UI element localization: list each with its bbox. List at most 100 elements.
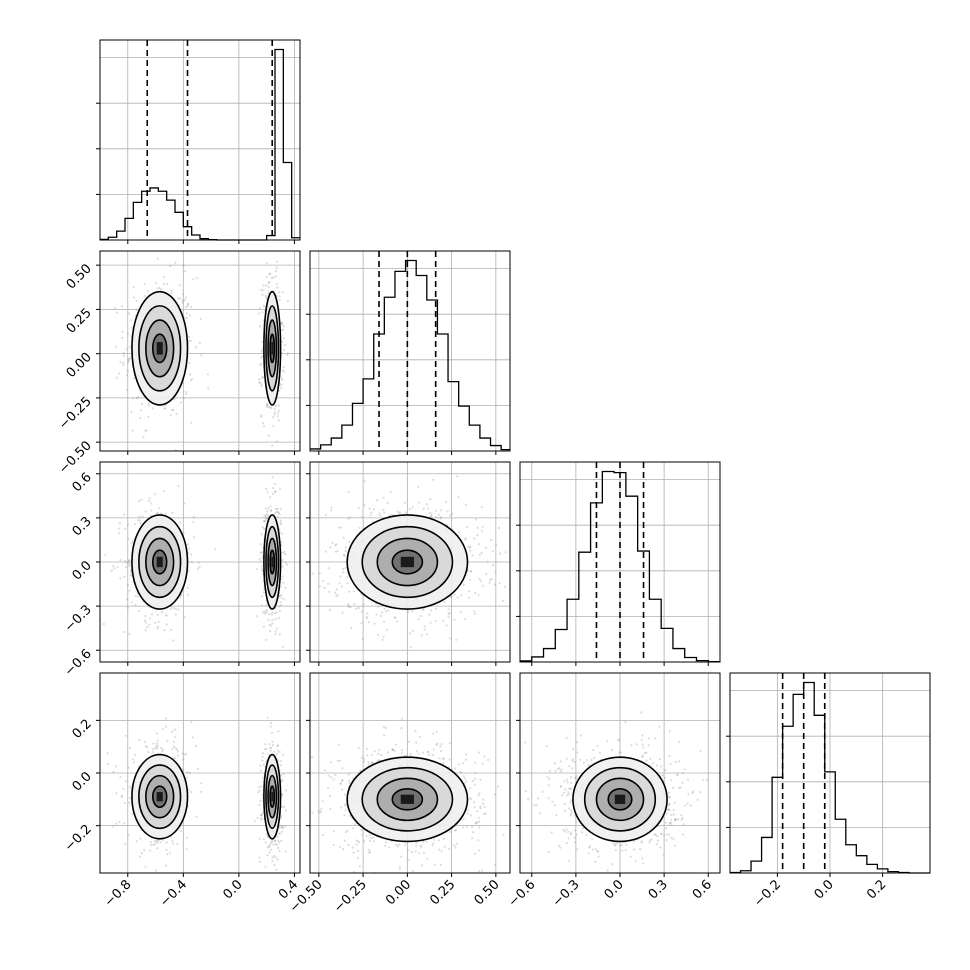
scatter-point bbox=[664, 769, 667, 772]
scatter-point bbox=[171, 511, 174, 514]
scatter-point bbox=[656, 839, 660, 842]
scatter-point bbox=[387, 751, 390, 754]
scatter-point bbox=[474, 591, 477, 595]
scatter-point bbox=[106, 752, 109, 755]
scatter-point bbox=[466, 825, 469, 828]
scatter-point bbox=[269, 272, 272, 275]
scatter-point bbox=[115, 765, 118, 768]
scatter-point bbox=[156, 841, 159, 844]
scatter-point bbox=[121, 336, 124, 339]
scatter-point bbox=[338, 582, 341, 585]
scatter-point bbox=[255, 615, 258, 618]
scatter-point bbox=[163, 629, 166, 632]
scatter-point bbox=[422, 608, 425, 611]
scatter-point bbox=[164, 512, 167, 515]
scatter-point bbox=[156, 257, 159, 260]
scatter-point bbox=[432, 478, 435, 481]
scatter-point bbox=[152, 742, 155, 745]
scatter-point bbox=[174, 728, 177, 731]
scatter-point bbox=[435, 743, 438, 746]
scatter-point bbox=[449, 637, 452, 640]
scatter-point bbox=[161, 748, 165, 751]
scatter-point bbox=[276, 515, 279, 518]
scatter-point bbox=[177, 297, 180, 300]
scatter-point bbox=[369, 514, 372, 517]
scatter-point bbox=[478, 751, 481, 754]
scatter-point bbox=[480, 506, 483, 509]
scatter-point bbox=[327, 567, 330, 570]
scatter-point bbox=[143, 295, 146, 298]
scatter-point bbox=[146, 626, 149, 629]
scatter-point bbox=[256, 816, 259, 820]
scatter-point bbox=[278, 409, 281, 412]
scatter-point bbox=[569, 809, 573, 812]
scatter-point bbox=[165, 717, 168, 720]
scatter-point bbox=[428, 613, 431, 616]
scatter-point bbox=[163, 407, 166, 410]
scatter-point bbox=[284, 553, 287, 556]
scatter-point bbox=[281, 559, 284, 562]
scatter-point bbox=[276, 507, 279, 510]
scatter-point bbox=[559, 846, 562, 849]
scatter-point bbox=[334, 591, 337, 594]
scatter-point bbox=[327, 786, 330, 790]
scatter-point bbox=[398, 865, 402, 868]
scatter-point bbox=[360, 515, 364, 518]
scatter-point bbox=[321, 800, 324, 803]
scatter-point bbox=[123, 513, 126, 516]
scatter-point bbox=[262, 611, 265, 614]
scatter-point bbox=[454, 828, 458, 832]
scatter-point bbox=[281, 378, 284, 382]
scatter-point bbox=[363, 480, 366, 483]
scatter-point bbox=[358, 865, 361, 868]
scatter-point bbox=[343, 793, 346, 796]
scatter-point bbox=[527, 797, 530, 801]
scatter-point bbox=[195, 815, 198, 818]
scatter-point bbox=[473, 537, 476, 540]
scatter-point bbox=[422, 851, 426, 855]
scatter-point bbox=[275, 440, 279, 443]
scatter-point bbox=[177, 485, 180, 488]
scatter-point bbox=[152, 843, 155, 847]
scatter-point bbox=[278, 750, 281, 754]
scatter-point bbox=[493, 583, 496, 586]
scatter-point bbox=[280, 323, 283, 326]
scatter-point bbox=[363, 758, 366, 761]
scatter-point bbox=[259, 764, 262, 767]
scatter-point bbox=[277, 616, 280, 620]
scatter-point bbox=[471, 779, 474, 783]
scatter-point bbox=[269, 509, 272, 512]
scatter-point bbox=[184, 305, 187, 308]
scatter-point bbox=[268, 851, 271, 854]
scatter-point bbox=[258, 789, 261, 792]
scatter-point bbox=[672, 786, 675, 789]
scatter-point bbox=[260, 350, 263, 353]
scatter-point bbox=[486, 560, 489, 563]
scatter-point bbox=[498, 582, 501, 585]
scatter-point bbox=[268, 273, 271, 276]
scatter-point bbox=[382, 620, 386, 624]
scatter-point bbox=[269, 721, 273, 725]
density-peak bbox=[271, 792, 274, 802]
scatter-point bbox=[280, 329, 283, 332]
scatter-point bbox=[150, 613, 154, 616]
scatter-point bbox=[481, 525, 484, 528]
scatter-point bbox=[375, 613, 378, 616]
scatter-point bbox=[273, 411, 277, 414]
scatter-point bbox=[473, 612, 477, 615]
scatter-point bbox=[190, 561, 193, 564]
scatter-point bbox=[165, 841, 168, 844]
scatter-point bbox=[474, 761, 477, 764]
scatter-point bbox=[281, 340, 284, 343]
scatter-point bbox=[140, 852, 143, 855]
scatter-point bbox=[352, 851, 355, 854]
scatter-point bbox=[417, 485, 420, 488]
scatter-point bbox=[266, 716, 269, 719]
scatter-point bbox=[440, 850, 443, 853]
scatter-point bbox=[401, 717, 404, 720]
scatter-point bbox=[331, 541, 334, 545]
scatter-point bbox=[110, 569, 113, 572]
scatter-point bbox=[189, 379, 192, 382]
scatter-point bbox=[683, 768, 686, 771]
scatter-point bbox=[190, 790, 193, 794]
